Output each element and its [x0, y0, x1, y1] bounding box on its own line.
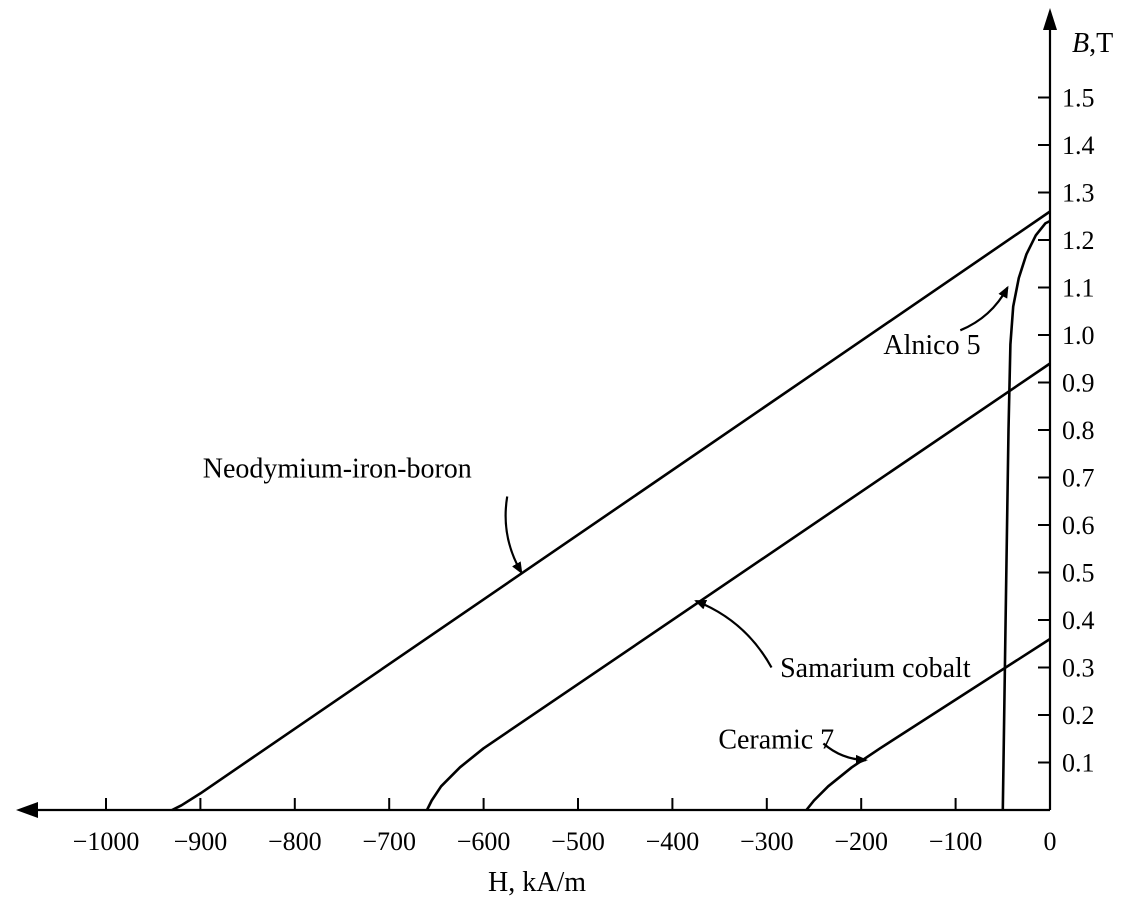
label-samarium-cobalt: Samarium cobalt: [780, 653, 971, 684]
x-axis-label: H, kA/m: [488, 867, 586, 898]
x-tick-label: −1000: [73, 827, 140, 856]
annotations: Neodymium-iron-boron Samarium cobalt Ceram…: [203, 285, 1009, 765]
y-tick-label: 1.3: [1062, 179, 1095, 208]
y-axis-label-unit: ,T: [1089, 28, 1113, 59]
y-tick-label: 0.5: [1062, 559, 1095, 588]
y-tick-label: 0.1: [1062, 749, 1095, 778]
y-tick-label: 0.2: [1062, 701, 1095, 730]
y-tick-label: 0.7: [1062, 464, 1095, 493]
y-tick-label: 1.0: [1062, 321, 1095, 350]
curve-neodymium-iron-boron: [171, 210, 1051, 812]
y-tick-label: 0.3: [1062, 654, 1095, 683]
y-axis-label: B,T: [1072, 28, 1113, 59]
y-tick-label: 0.4: [1062, 606, 1095, 635]
label-neodymium-iron-boron: Neodymium-iron-boron: [203, 454, 472, 485]
x-tick-label: −500: [551, 827, 605, 856]
y-tick-label: 1.4: [1062, 131, 1095, 160]
x-tick-label: −900: [174, 827, 228, 856]
x-tick-label: −100: [929, 827, 983, 856]
y-tick-label: 0.8: [1062, 416, 1095, 445]
y-axis-arrowhead: [1043, 8, 1057, 30]
arrow-ceramic-7: [822, 742, 868, 765]
curve-alnico-5: [1001, 219, 1051, 811]
y-ticks: 0.1 0.2 0.3 0.4 0.5 0.6 0.7 0.8 0.9 1.0 1.1 1.2 1.3 1…: [1038, 84, 1095, 778]
curves: [171, 210, 1051, 812]
x-tick-label: −200: [834, 827, 888, 856]
axes: [16, 8, 1057, 818]
y-axis-label-variable: B: [1072, 28, 1089, 59]
y-tick-label: 0.9: [1062, 369, 1095, 398]
arrow-samarium-cobalt: [694, 599, 773, 669]
x-axis-arrowhead: [16, 802, 38, 818]
x-tick-label: −400: [646, 827, 700, 856]
x-tick-label: −600: [457, 827, 511, 856]
x-ticks: −1000 −900 −800 −700 −600 −500 −400 −300 −200 −10…: [73, 798, 1057, 856]
curve-samarium-cobalt: [425, 362, 1051, 811]
label-ceramic-7: Ceramic 7: [718, 724, 834, 755]
arrow-neodymium-iron-boron: [504, 496, 523, 575]
y-tick-label: 1.2: [1062, 226, 1095, 255]
label-alnico-5: Alnico 5: [883, 330, 980, 361]
curve-ceramic-7: [805, 637, 1051, 811]
x-tick-label: 0: [1044, 827, 1057, 856]
arrow-alnico-5: [959, 285, 1009, 332]
y-tick-label: 0.6: [1062, 511, 1095, 540]
y-tick-label: 1.1: [1062, 274, 1095, 303]
x-tick-label: −700: [362, 827, 416, 856]
x-tick-label: −800: [268, 827, 322, 856]
x-tick-label: −300: [740, 827, 794, 856]
y-tick-label: 1.5: [1062, 84, 1095, 113]
